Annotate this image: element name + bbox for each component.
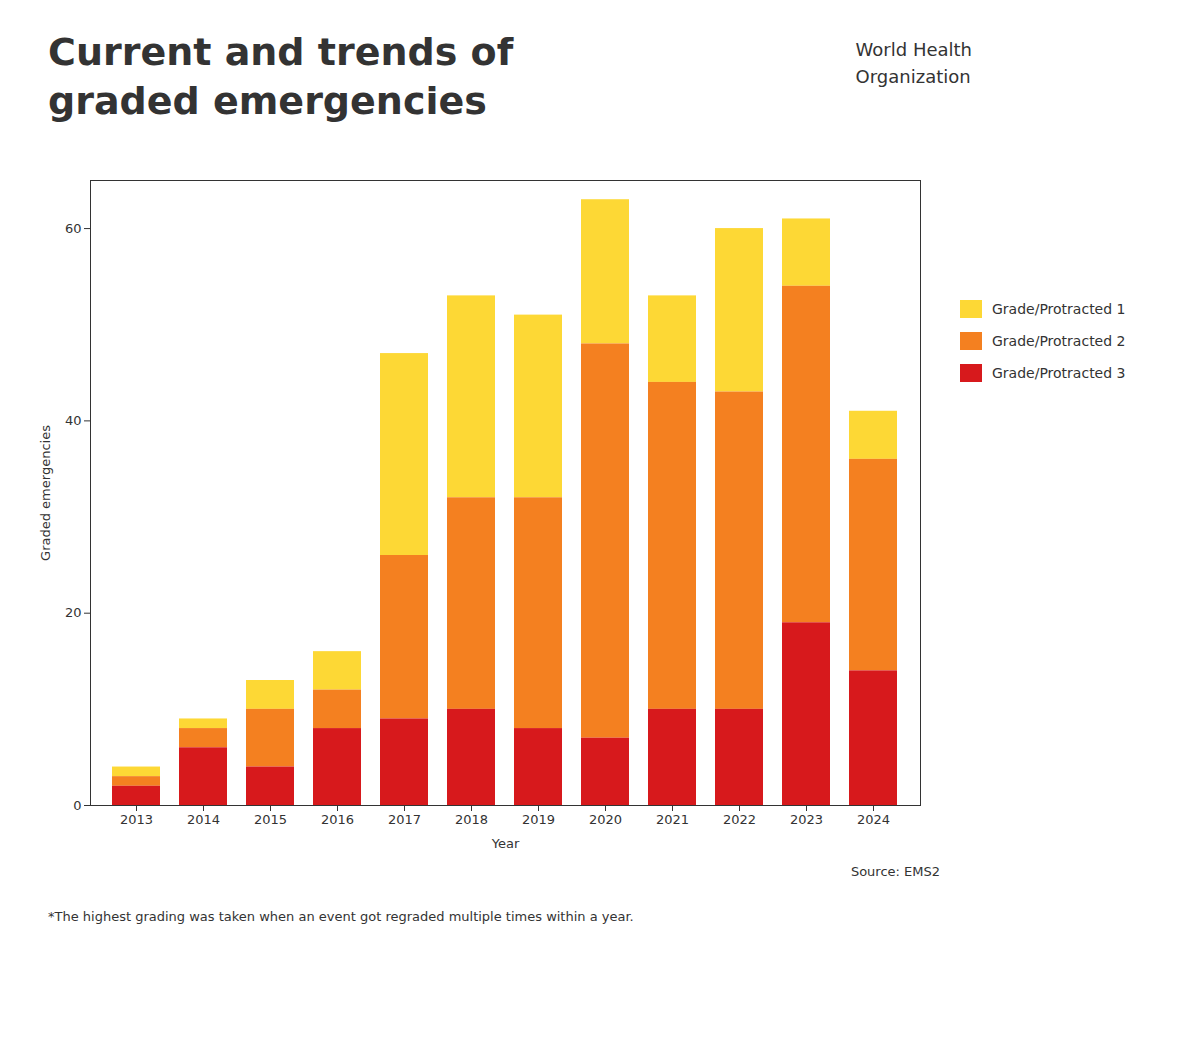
svg-text:Year: Year	[491, 836, 520, 851]
svg-text:2020: 2020	[589, 812, 622, 827]
svg-text:2021: 2021	[656, 812, 689, 827]
svg-text:2013: 2013	[120, 812, 153, 827]
svg-text:2017: 2017	[388, 812, 421, 827]
html-text:Grade/Protracted 1: Grade/Protracted 1	[992, 301, 1126, 317]
svg-text:2023: 2023	[790, 812, 823, 827]
svg-text:2022: 2022	[723, 812, 756, 827]
html-text:Grade/Protracted 3: Grade/Protracted 3	[992, 365, 1126, 381]
svg-text:2019: 2019	[522, 812, 555, 827]
svg-text:2024: 2024	[857, 812, 890, 827]
svg-text:0: 0	[73, 798, 81, 813]
svg-text:2015: 2015	[254, 812, 287, 827]
svg-text:60: 60	[65, 221, 82, 236]
svg-text:2014: 2014	[187, 812, 220, 827]
svg-text:2016: 2016	[321, 812, 354, 827]
html-text:World Health Organization: World Health Organization	[855, 39, 972, 87]
svg-text:2018: 2018	[455, 812, 488, 827]
html-text:Current and trends of graded e: Current and trends of graded emergencies	[48, 30, 514, 124]
svg-text:20: 20	[65, 605, 82, 620]
html-text:Grade/Protracted 2: Grade/Protracted 2	[992, 333, 1126, 349]
svg-text:40: 40	[65, 413, 82, 428]
html-text:*The highest grading was taken: *The highest grading was taken when an e…	[48, 909, 634, 924]
svg-text:Graded emergencies: Graded emergencies	[38, 425, 53, 561]
html-text:Source: EMS2: Source: EMS2	[850, 864, 940, 879]
